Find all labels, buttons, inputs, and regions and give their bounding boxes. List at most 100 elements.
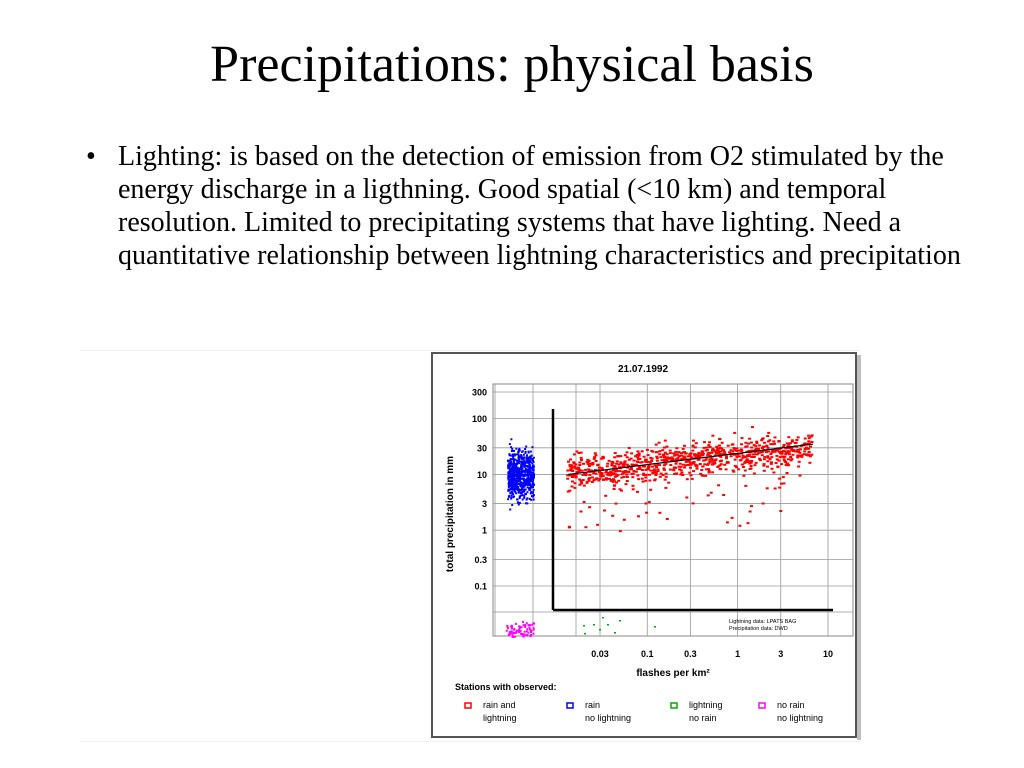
point-rain-and-lightning	[636, 474, 640, 477]
point-rain-and-lightning	[655, 466, 658, 469]
point-rain-no-lightning	[524, 474, 527, 477]
point-rain-and-lightning	[752, 456, 756, 458]
point-rain-and-lightning	[660, 459, 664, 462]
point-rain-and-lightning	[689, 466, 692, 469]
point-rain-and-lightning	[585, 460, 589, 463]
point-rain-no-lightning	[528, 465, 531, 468]
point-rain-and-lightning	[568, 463, 572, 466]
point-rain-and-lightning	[566, 490, 570, 493]
point-rain-and-lightning	[698, 463, 702, 465]
point-rain-no-lightning	[517, 478, 520, 481]
point-rain-and-lightning	[631, 476, 635, 479]
point-rain-and-lightning	[790, 448, 794, 451]
point-rain-and-lightning	[771, 443, 775, 446]
point-rain-no-lightning	[513, 453, 516, 456]
point-rain-no-lightning	[513, 475, 516, 478]
point-rain-and-lightning	[718, 438, 722, 441]
point-rain-no-lightning	[517, 480, 520, 483]
point-rain-and-lightning	[704, 468, 708, 471]
point-rain-no-lightning	[525, 456, 528, 459]
point-rain-and-lightning	[771, 449, 775, 452]
point-rain-no-lightning	[526, 486, 529, 489]
point-rain-and-lightning	[656, 468, 660, 471]
point-rain-no-lightning	[520, 465, 523, 468]
point-rain-and-lightning	[744, 484, 748, 487]
point-rain-and-lightning	[729, 455, 733, 458]
point-rain-no-lightning	[525, 481, 528, 484]
point-rain-and-lightning	[779, 482, 783, 485]
point-rain-no-lightning	[527, 462, 530, 464]
point-rain-and-lightning	[748, 437, 752, 440]
point-rain-no-lightning	[515, 447, 518, 450]
point-rain-and-lightning	[594, 469, 597, 471]
point-rain-and-lightning	[684, 464, 687, 467]
point-rain-no-lightning	[532, 456, 535, 459]
point-rain-and-lightning	[710, 457, 714, 460]
chart-title: 21.07.1992	[618, 364, 668, 375]
point-rain-and-lightning	[807, 442, 811, 445]
point-rain-and-lightning	[645, 511, 649, 514]
point-rain-no-lightning	[523, 495, 526, 498]
point-rain-and-lightning	[615, 475, 619, 477]
point-rain-and-lightning	[612, 479, 616, 482]
point-rain-no-lightning	[507, 467, 510, 470]
point-rain-and-lightning	[761, 447, 764, 450]
point-rain-no-lightning	[531, 465, 534, 468]
point-rain-and-lightning	[712, 449, 716, 452]
point-rain-and-lightning	[679, 473, 683, 476]
point-no-rain-no-lightning	[519, 629, 522, 632]
point-rain-and-lightning	[683, 451, 687, 454]
point-no-rain-no-lightning	[514, 635, 517, 638]
point-rain-and-lightning	[584, 474, 588, 477]
point-rain-no-lightning	[528, 472, 531, 475]
point-rain-and-lightning	[782, 444, 786, 446]
point-rain-and-lightning	[636, 468, 640, 471]
point-rain-and-lightning	[716, 449, 720, 452]
point-rain-and-lightning	[618, 488, 622, 491]
point-rain-no-lightning	[512, 456, 515, 459]
point-rain-and-lightning	[707, 468, 711, 471]
point-rain-and-lightning	[642, 472, 646, 475]
point-rain-and-lightning	[675, 447, 679, 450]
point-rain-and-lightning	[784, 453, 788, 456]
point-rain-no-lightning	[524, 462, 527, 465]
point-rain-no-lightning	[521, 458, 524, 461]
point-rain-and-lightning	[608, 474, 612, 477]
point-rain-and-lightning	[790, 439, 794, 442]
point-rain-and-lightning	[681, 474, 685, 476]
point-rain-and-lightning	[587, 459, 591, 462]
point-rain-and-lightning	[654, 443, 658, 446]
point-no-rain-no-lightning	[523, 630, 526, 633]
source-note-line: Precipitation data: DWD	[729, 626, 788, 632]
point-rain-and-lightning	[678, 462, 682, 465]
point-rain-no-lightning	[523, 464, 526, 467]
point-rain-and-lightning	[597, 468, 601, 471]
point-rain-and-lightning	[680, 457, 684, 460]
legend-swatch	[464, 702, 472, 709]
point-rain-and-lightning	[666, 456, 670, 459]
point-rain-and-lightning	[667, 481, 671, 484]
point-rain-no-lightning	[524, 450, 527, 453]
point-rain-and-lightning	[571, 474, 575, 477]
point-rain-no-lightning	[518, 497, 521, 499]
point-rain-and-lightning	[732, 447, 736, 450]
point-rain-and-lightning	[593, 478, 597, 481]
point-rain-and-lightning	[740, 443, 743, 446]
point-rain-no-lightning	[524, 461, 527, 464]
point-rain-and-lightning	[637, 478, 641, 481]
point-rain-and-lightning	[681, 463, 685, 466]
y-tick-labels: 300 100 30 10 3 1 0.3 0.1	[472, 388, 487, 592]
point-rain-and-lightning	[650, 460, 654, 462]
point-rain-and-lightning	[707, 444, 711, 447]
point-rain-and-lightning	[581, 479, 585, 481]
point-no-rain-no-lightning	[511, 633, 514, 636]
point-rain-and-lightning	[673, 472, 677, 475]
legend-label: no rain	[689, 713, 717, 723]
point-rain-no-lightning	[521, 498, 524, 501]
point-rain-no-lightning	[517, 486, 519, 488]
point-rain-and-lightning	[570, 485, 574, 488]
point-rain-and-lightning	[807, 447, 811, 450]
point-rain-no-lightning	[526, 460, 529, 463]
point-rain-no-lightning	[529, 470, 532, 473]
point-rain-and-lightning	[750, 456, 754, 458]
